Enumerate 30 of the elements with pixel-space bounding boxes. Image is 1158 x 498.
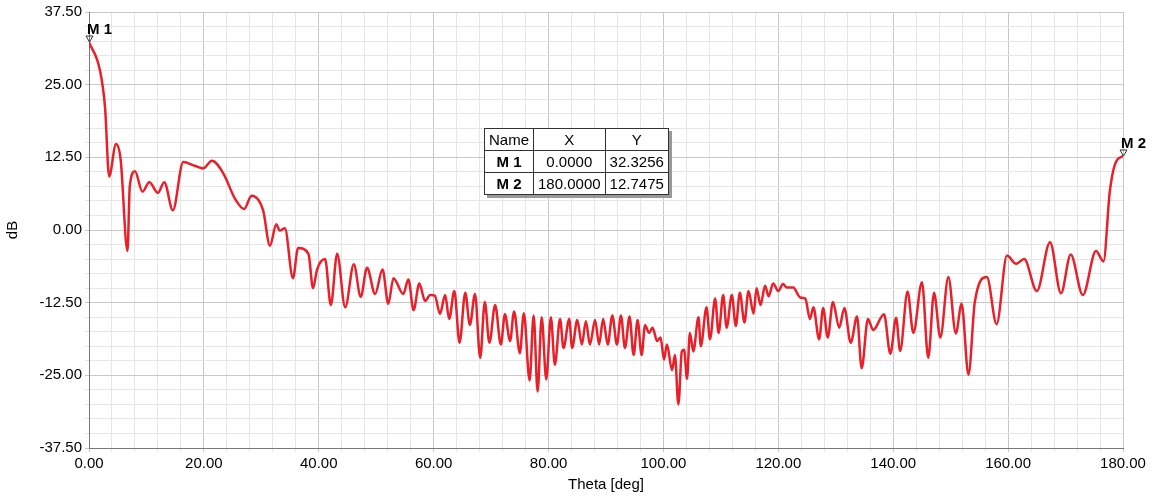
annotation: X bbox=[533, 128, 606, 151]
annotation: M 1 bbox=[484, 150, 534, 173]
x-tick-label: 140.00 bbox=[870, 454, 917, 472]
annotation: Y bbox=[605, 128, 669, 151]
y-tick-label: 37.50 bbox=[44, 2, 82, 20]
x-tick-label: 180.00 bbox=[1100, 454, 1146, 472]
annotation: Name bbox=[484, 128, 534, 151]
y-tick-label: -37.50 bbox=[39, 438, 82, 456]
x-tick-label: 100.00 bbox=[640, 454, 687, 472]
y-tick-label: -25.00 bbox=[39, 365, 82, 383]
annotation: 32.3256 bbox=[605, 150, 669, 173]
y-axis-title: dB bbox=[3, 220, 21, 240]
annotation: M 2 bbox=[1121, 133, 1147, 151]
x-axis-title: Theta [deg] bbox=[568, 475, 644, 493]
y-tick-label: 0.00 bbox=[52, 220, 82, 238]
x-tick-label: 160.00 bbox=[985, 454, 1032, 472]
annotation: 12.7475 bbox=[605, 172, 669, 195]
x-tick-label: 20.00 bbox=[185, 454, 223, 472]
y-tick-label: -12.50 bbox=[39, 292, 82, 310]
annotation: 180.0000 bbox=[533, 172, 606, 195]
annotation: M 1 bbox=[87, 19, 113, 37]
x-tick-label: 40.00 bbox=[300, 454, 338, 472]
y-tick-label: 25.00 bbox=[44, 74, 82, 92]
x-tick-label: 60.00 bbox=[414, 454, 453, 472]
annotation: M 2 bbox=[484, 172, 534, 195]
x-tick-label: 120.00 bbox=[755, 454, 802, 472]
x-tick-label: 80.00 bbox=[529, 454, 568, 472]
x-tick-label: 0.00 bbox=[74, 454, 104, 472]
y-tick-label: 12.50 bbox=[44, 147, 82, 165]
annotation: 0.0000 bbox=[533, 150, 606, 173]
